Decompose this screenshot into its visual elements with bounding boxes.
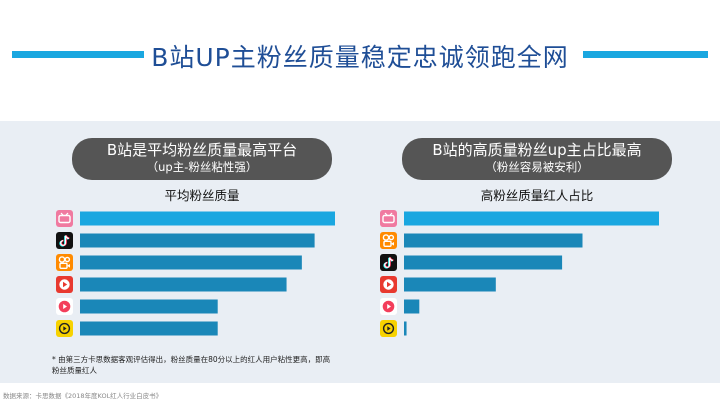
bar-huoshan [80, 277, 287, 292]
page-title: B站UP主粉丝质量稳定忠诚领跑全网 [151, 43, 569, 72]
left-bar-chart [56, 210, 335, 337]
bar-douyin [80, 233, 315, 248]
right-headline-subtitle: （粉丝容易被安利） [485, 160, 589, 174]
huoshan-icon [380, 276, 397, 293]
bilibili-icon [380, 210, 397, 227]
bar-meipai [80, 299, 218, 314]
kuaishou-icon [380, 232, 397, 249]
bar-huoshan [404, 277, 496, 292]
title-bar-right [583, 51, 708, 58]
kuaishou-icon [56, 254, 73, 271]
title-bar-left [12, 51, 144, 58]
bar-kuaishou [404, 233, 583, 248]
bar-douyin [404, 255, 563, 270]
bar-bilibili [80, 211, 335, 226]
right-headline-pill: B站的高质量粉丝up主占比最高 （粉丝容易被安利） [402, 138, 672, 180]
right-headline-title: B站的高质量粉丝up主占比最高 [432, 141, 642, 159]
meipai-icon [380, 298, 397, 315]
miaopai-icon [380, 320, 397, 337]
source-note: 数据来源：卡思数据《2018年度KOL红人行业白皮书》 [3, 392, 163, 400]
footnote: * 由第三方卡思数据客观评估得出，粉丝质量在80分以上的红人用户粘性更高，即高粉… [52, 355, 331, 375]
left-headline-pill: B站是平均粉丝质量最高平台 （up主-粉丝粘性强） [72, 138, 332, 180]
meipai-icon [56, 298, 73, 315]
left-chart-title: 平均粉丝质量 [164, 188, 240, 203]
douyin-icon [380, 254, 397, 271]
bar-meipai [404, 299, 420, 314]
right-bar-chart [380, 210, 659, 337]
bilibili-icon [56, 210, 73, 227]
bar-miaopai [404, 321, 407, 336]
douyin-icon [56, 232, 73, 249]
miaopai-icon [56, 320, 73, 337]
left-headline-title: B站是平均粉丝质量最高平台 [106, 141, 298, 159]
bar-bilibili [404, 211, 659, 226]
right-chart-title: 高粉丝质量红人占比 [480, 188, 594, 203]
bar-miaopai [80, 321, 218, 336]
left-headline-subtitle: （up主-粉丝粘性强） [146, 160, 258, 174]
bar-kuaishou [80, 255, 302, 270]
huoshan-icon [56, 276, 73, 293]
